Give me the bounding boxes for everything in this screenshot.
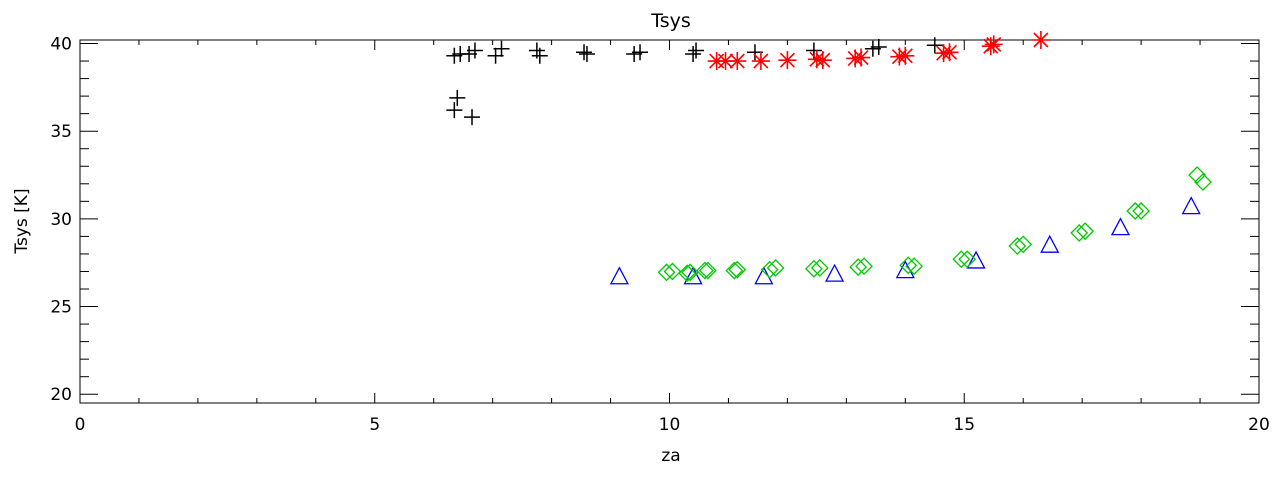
data-point	[810, 259, 829, 277]
data-point	[778, 51, 797, 70]
series-asterisk	[707, 31, 1050, 71]
data-point	[751, 52, 770, 71]
data-point	[446, 102, 463, 119]
data-point	[663, 262, 682, 281]
data-point	[609, 266, 629, 285]
data-point	[855, 257, 873, 276]
data-point	[890, 47, 909, 66]
data-point	[683, 266, 703, 285]
data-point	[760, 260, 779, 279]
data-point	[464, 109, 481, 126]
data-point	[1031, 31, 1050, 49]
y-tick-label: 40	[50, 35, 72, 55]
data-point	[1194, 173, 1212, 191]
series-diamond	[657, 166, 1212, 283]
data-point	[870, 39, 887, 56]
series-plus	[446, 37, 943, 126]
x-tick-label: 15	[953, 415, 975, 435]
data-point	[852, 48, 871, 67]
data-point	[813, 51, 832, 70]
x-tick-label: 5	[369, 415, 380, 435]
data-point	[466, 42, 483, 59]
data-point	[657, 263, 676, 282]
data-point	[940, 43, 959, 62]
data-point	[981, 37, 1000, 56]
x-axis-title: za	[661, 446, 680, 466]
data-point	[576, 44, 593, 61]
axis-ticks	[79, 40, 1260, 403]
data-point	[905, 257, 924, 276]
data-point	[632, 44, 649, 61]
data-point	[695, 261, 714, 280]
y-tick-label: 25	[50, 298, 72, 318]
data-point	[766, 259, 785, 277]
data-point	[896, 46, 915, 65]
data-point	[1132, 202, 1151, 220]
data-point	[846, 49, 865, 68]
data-point	[728, 260, 747, 279]
data-point	[849, 258, 868, 277]
y-tick-label: 20	[50, 385, 72, 405]
data-point	[449, 89, 466, 106]
y-tick-label: 35	[50, 122, 72, 142]
data-point	[1014, 235, 1033, 254]
series-triangle	[609, 196, 1201, 285]
data-point	[899, 256, 918, 275]
data-point	[531, 47, 548, 64]
data-point	[493, 40, 510, 57]
data-point	[984, 35, 1003, 54]
data-point	[1181, 196, 1201, 215]
x-tick-label: 10	[659, 415, 681, 435]
data-point	[716, 52, 735, 71]
data-point	[698, 261, 717, 280]
x-tick-label: 0	[75, 415, 86, 435]
data-point	[728, 52, 747, 71]
data-point	[958, 250, 977, 269]
data-point	[725, 261, 744, 280]
data-point	[678, 264, 697, 283]
data-point	[805, 259, 823, 278]
data-point	[926, 37, 943, 54]
data-point	[1040, 234, 1060, 253]
tick-labels: 0 5 10 15 20 20 25 30 35 40	[50, 35, 1269, 435]
plot-frame	[79, 39, 1260, 404]
data-point	[681, 263, 700, 282]
y-tick-label: 30	[50, 210, 72, 230]
x-tick-label: 20	[1248, 415, 1270, 435]
data-point	[578, 46, 595, 63]
data-markers	[446, 31, 1212, 285]
y-axis-title: Tsys [K]	[12, 188, 32, 254]
data-point	[688, 42, 705, 59]
chart-title: Tsys	[650, 10, 691, 32]
data-point	[824, 263, 845, 282]
data-point	[1070, 223, 1089, 242]
data-point	[934, 44, 953, 63]
data-point	[1076, 222, 1095, 241]
data-point	[685, 46, 702, 63]
data-point	[1110, 217, 1131, 236]
data-point	[1126, 202, 1145, 220]
data-point	[952, 250, 971, 269]
data-point	[966, 250, 986, 269]
data-point	[1008, 237, 1027, 255]
data-point	[807, 50, 826, 69]
data-point	[1188, 166, 1207, 184]
